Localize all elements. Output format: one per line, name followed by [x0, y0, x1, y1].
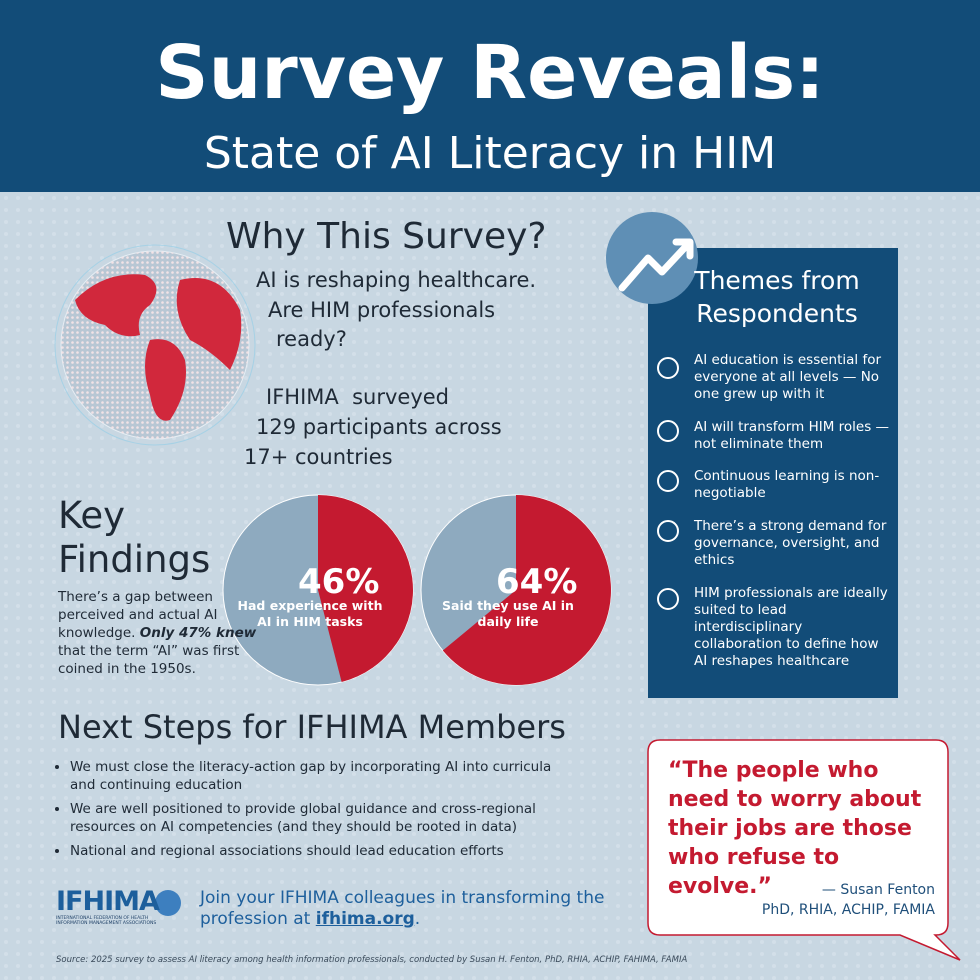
text: that the term “AI” was first coined in t… [58, 643, 240, 677]
quote-credentials: PhD, RHIA, ACHIP, FAMIA [761, 902, 935, 918]
why-heading: Why This Survey? [226, 216, 547, 257]
pie-value: 46% [298, 562, 380, 602]
join-text: Join your IFHIMA colleagues in transform… [200, 888, 620, 930]
step: We are well positioned to provide global… [70, 800, 560, 836]
themes-panel [648, 248, 898, 698]
question-line: ready? [276, 327, 347, 351]
survey-line: 129 participants across [256, 415, 502, 439]
text: Join your IFHIMA colleagues in transform… [200, 888, 605, 929]
key-findings-heading: Key Findings [58, 494, 211, 581]
next-steps-list: We must close the literacy-action gap by… [58, 758, 560, 866]
logo: IFHIMA [56, 886, 160, 917]
theme: HIM professionals are ideally suited to … [694, 585, 888, 669]
quote-text: “The people who need to worry about thei… [668, 758, 922, 899]
themes-title: Themes from Respondents [694, 266, 860, 328]
step: National and regional associations shoul… [70, 842, 560, 860]
quote-author: — Susan Fenton [821, 882, 935, 898]
header-band [0, 0, 980, 192]
trend-icon [618, 238, 694, 292]
quote-bubble [647, 739, 961, 961]
next-steps-heading: Next Steps for IFHIMA Members [58, 708, 566, 746]
emphasis: Only 47% knew [139, 625, 257, 641]
logo-subtitle: INTERNATIONAL FEDERATION OF HEALTH INFOR… [56, 916, 157, 926]
theme: There’s a strong demand for governance, … [694, 518, 887, 568]
text: There’s a gap between perceived and actu… [58, 589, 218, 641]
link[interactable]: ifhima.org [315, 909, 415, 929]
theme: Continuous learning is non-negotiable [694, 468, 880, 501]
survey-line: 17+ countries [244, 445, 393, 469]
pie-slice [442, 495, 612, 685]
pie-value: 64% [496, 562, 578, 602]
key-findings-text: There’s a gap between perceived and actu… [58, 588, 258, 678]
survey-line: IFHIMA surveyed [266, 385, 450, 409]
subtitle: State of AI Literacy in HIM [203, 128, 777, 179]
globe [54, 244, 256, 446]
question-line: Are HIM professionals [268, 298, 496, 322]
step: We must close the literacy-action gap by… [70, 758, 560, 794]
source: Source: 2025 survey to assess AI literac… [56, 955, 688, 965]
theme: AI education is essential for everyone a… [694, 352, 882, 402]
pie-label: Had experience with AI in HIM tasks [237, 598, 383, 629]
pie-slice [318, 495, 414, 683]
theme-icons [657, 357, 679, 610]
logo-globe [155, 890, 181, 916]
title: Survey Reveals: [155, 30, 825, 116]
theme: AI will transform HIM roles — not elimin… [694, 419, 890, 452]
pie-label: Said they use AI in daily life [442, 598, 574, 629]
question-line: AI is reshaping healthcare. [256, 268, 537, 292]
text: . [414, 909, 421, 929]
